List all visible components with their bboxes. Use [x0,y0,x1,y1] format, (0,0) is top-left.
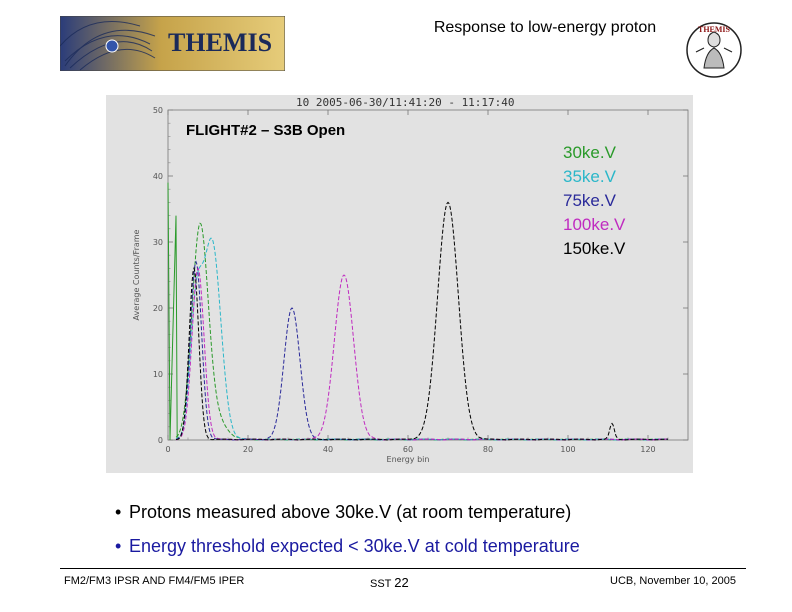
bullet-text: Energy threshold expected < 30ke.V at co… [129,536,580,556]
footer-left: FM2/FM3 IPSR AND FM4/FM5 IPER [64,575,245,587]
y-tick-label: 10 [153,370,163,379]
series-2 [175,260,669,441]
y-axis-label: Average Counts/Frame [132,229,141,320]
x-tick-label: 20 [243,445,253,454]
x-axis-label: Energy bin [387,455,430,464]
series-line [175,260,669,441]
series-line [175,201,668,441]
footer-center-prefix: SST [370,578,392,590]
y-tick-label: 50 [153,106,163,115]
series-line [175,237,668,441]
footer-divider [60,568,746,569]
x-tick-label: 120 [640,445,655,454]
legend-entry: 35ke.V [563,167,616,186]
plot-overlay-title: FLIGHT#2 – S3B Open [186,122,346,139]
mascot-text: THEMIS [698,25,731,34]
energy-spectrum-plot: 10 2005-06-30/11:41:20 - 11:17:40 0 20 40 6… [132,96,689,464]
mascot-icon: THEMIS [686,22,742,78]
series-3 [175,267,668,441]
legend-entry: 150ke.V [563,239,626,258]
footer-right: UCB, November 10, 2005 [610,575,736,587]
legend: 30ke.V 35ke.V 75ke.V 100ke.V 150ke.V [563,141,625,261]
legend-entry: 75ke.V [563,191,616,210]
x-tick-label: 0 [165,445,170,454]
y-tick-label: 40 [153,172,163,181]
series-spike [167,182,178,441]
y-tick-label: 20 [153,304,163,313]
themis-logo: THEMIS [60,16,285,71]
bullet-item: • Protons measured above 30ke.V (at room … [115,495,755,529]
x-tick-label: 100 [560,445,575,454]
logo-text: THEMIS [168,28,272,57]
bullet-dot-icon: • [115,536,122,556]
series-4 [175,201,668,441]
slide-title: Response to low-energy proton [433,19,657,36]
bullet-item: • Energy threshold expected < 30ke.V at c… [115,529,755,563]
legend-entry: 30ke.V [563,143,616,162]
bullet-list: • Protons measured above 30ke.V (at room … [115,495,755,563]
series-1 [175,237,668,441]
legend-entry: 100ke.V [563,215,626,234]
bullet-text: Protons measured above 30ke.V (at room t… [129,502,572,522]
bullet-dot-icon: • [115,502,122,522]
x-tick-label: 40 [323,445,333,454]
footer-center: SST 22 [370,575,409,590]
series-line [175,267,668,441]
x-tick-label: 80 [483,445,493,454]
y-tick-label: 0 [158,436,163,445]
plot-heading: 10 2005-06-30/11:41:20 - 11:17:40 [296,96,515,109]
x-tick-label: 60 [403,445,413,454]
plot-panel: 10 2005-06-30/11:41:20 - 11:17:40 0 20 40 6… [106,95,693,473]
y-tick-label: 30 [153,238,163,247]
page-number: 22 [394,575,409,590]
